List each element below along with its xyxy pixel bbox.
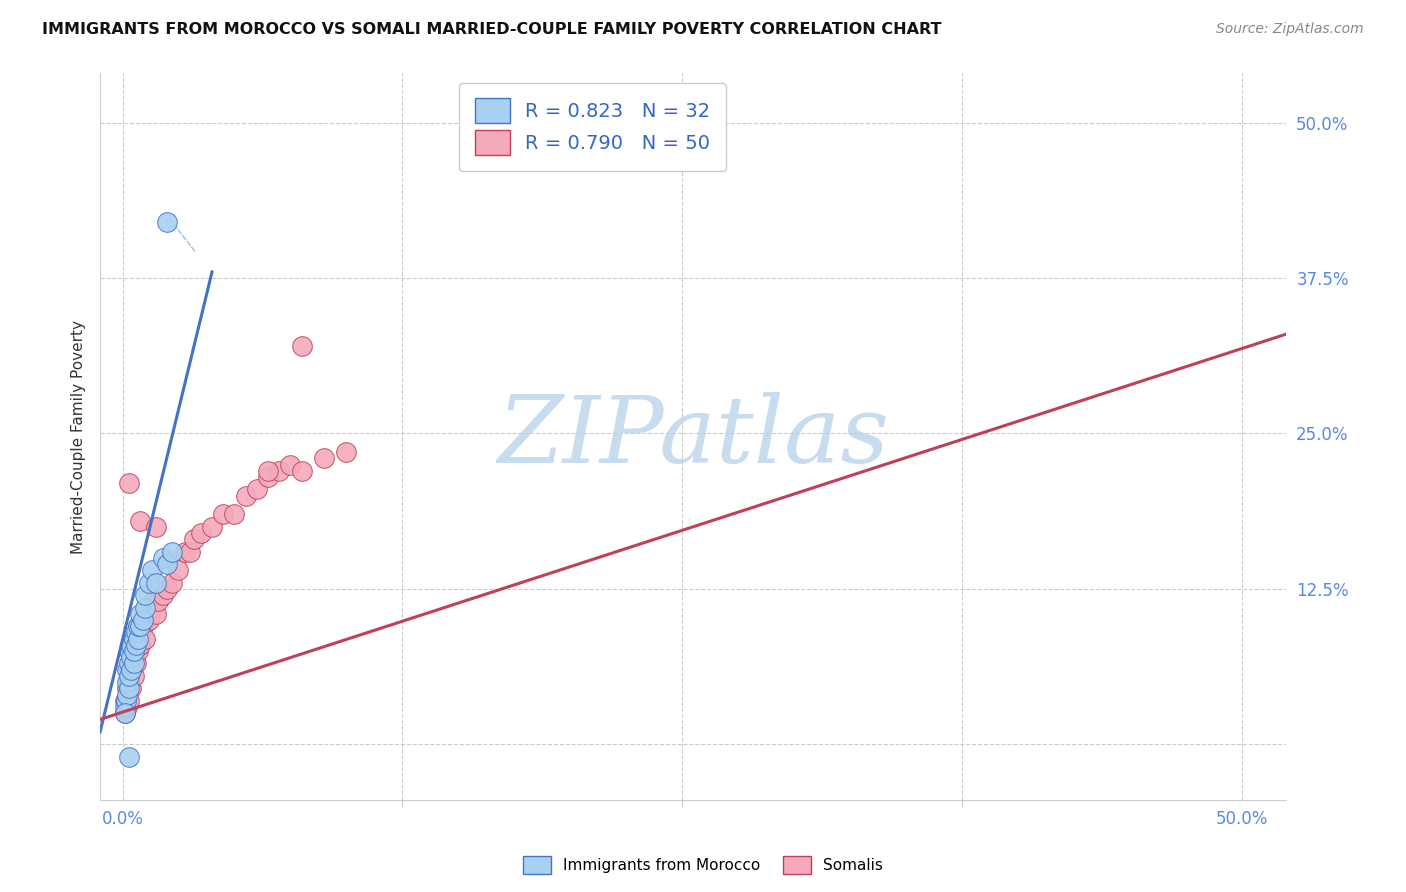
Point [118, 644, 141, 658]
Point [121, 663, 143, 677]
Point [118, 663, 141, 677]
Point [145, 575, 167, 590]
Text: ZIPatlas: ZIPatlas [498, 392, 889, 482]
Point [115, 694, 138, 708]
Point [122, 669, 145, 683]
Point [134, 613, 156, 627]
Point [141, 563, 163, 577]
Point [257, 464, 280, 478]
Point [127, 619, 149, 633]
Point [312, 451, 335, 466]
Point [160, 575, 183, 590]
Point [125, 657, 148, 671]
Point [136, 607, 159, 621]
Point [131, 613, 153, 627]
Point [134, 632, 156, 646]
Point [134, 600, 156, 615]
Point [122, 638, 145, 652]
Point [114, 694, 136, 708]
Point [131, 619, 153, 633]
Point [125, 638, 148, 652]
Point [235, 489, 257, 503]
Point [269, 464, 291, 478]
Point [121, 650, 143, 665]
Point [115, 663, 138, 677]
Point [122, 650, 145, 665]
Point [115, 681, 138, 696]
Point [335, 445, 357, 459]
Point [183, 532, 205, 546]
Point [127, 644, 149, 658]
Point [148, 594, 170, 608]
Point [127, 632, 149, 646]
Point [138, 575, 160, 590]
Point [179, 544, 201, 558]
Point [129, 619, 152, 633]
Point [121, 681, 143, 696]
Point [118, 681, 141, 696]
Point [156, 215, 179, 229]
Point [129, 638, 152, 652]
Point [125, 625, 148, 640]
Point [290, 339, 312, 353]
Point [122, 657, 145, 671]
Point [290, 464, 312, 478]
Point [156, 582, 179, 596]
Point [118, 476, 141, 491]
Point [122, 632, 145, 646]
Point [129, 625, 152, 640]
Point [115, 675, 138, 690]
Point [145, 520, 167, 534]
Point [114, 706, 136, 721]
Point [201, 520, 224, 534]
Point [118, 675, 141, 690]
Point [167, 563, 190, 577]
Point [142, 594, 165, 608]
Point [121, 650, 143, 665]
Legend: Immigrants from Morocco, Somalis: Immigrants from Morocco, Somalis [517, 850, 889, 880]
Point [118, 669, 141, 683]
Point [115, 700, 138, 714]
Point [129, 607, 152, 621]
Point [114, 700, 136, 714]
Point [246, 483, 269, 497]
Point [257, 470, 280, 484]
Point [141, 600, 163, 615]
Point [224, 508, 246, 522]
Text: Source: ZipAtlas.com: Source: ZipAtlas.com [1216, 22, 1364, 37]
Legend: R = 0.823   N = 32, R = 0.790   N = 50: R = 0.823 N = 32, R = 0.790 N = 50 [460, 83, 725, 170]
Point [118, 694, 141, 708]
Point [160, 544, 183, 558]
Point [152, 588, 174, 602]
Point [129, 514, 152, 528]
Point [118, 749, 141, 764]
Text: IMMIGRANTS FROM MOROCCO VS SOMALI MARRIED-COUPLE FAMILY POVERTY CORRELATION CHAR: IMMIGRANTS FROM MOROCCO VS SOMALI MARRIE… [42, 22, 942, 37]
Point [138, 613, 160, 627]
Point [212, 508, 235, 522]
Point [134, 588, 156, 602]
Point [280, 458, 302, 472]
Y-axis label: Married-Couple Family Poverty: Married-Couple Family Poverty [72, 319, 86, 554]
Point [114, 706, 136, 721]
Point [125, 632, 148, 646]
Point [174, 544, 197, 558]
Point [121, 638, 143, 652]
Point [118, 657, 141, 671]
Point [152, 550, 174, 565]
Point [127, 619, 149, 633]
Point [145, 607, 167, 621]
Point [115, 688, 138, 702]
Point [156, 557, 179, 571]
Point [190, 525, 212, 540]
Point [122, 644, 145, 658]
Point [121, 663, 143, 677]
